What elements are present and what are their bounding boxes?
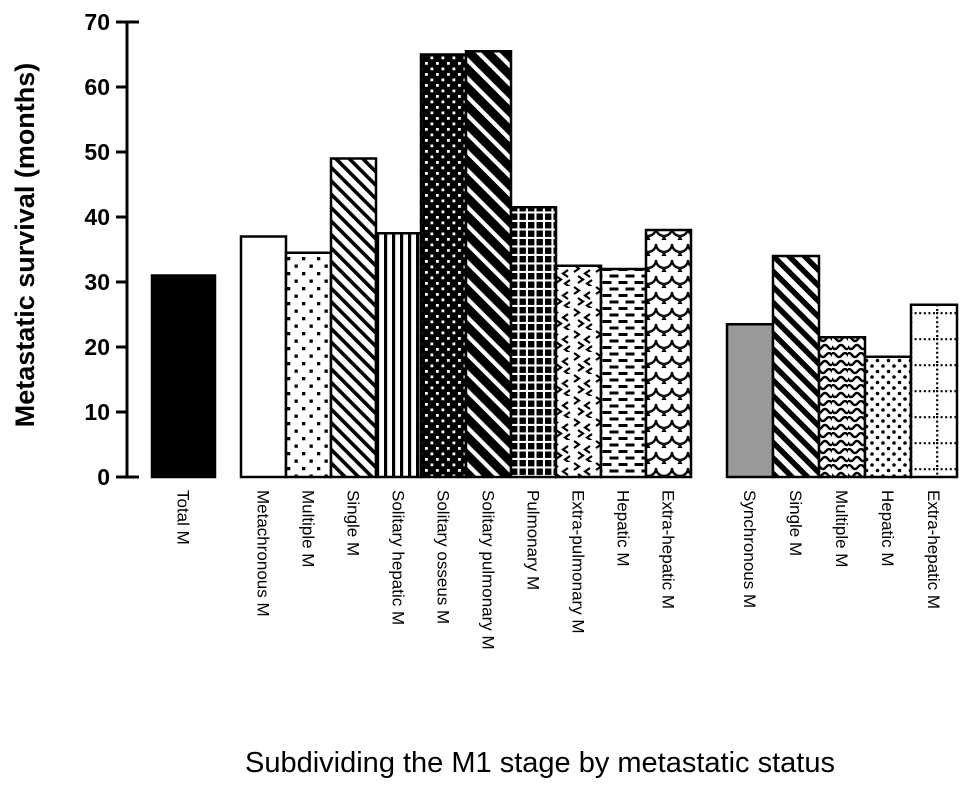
x-label-metachronous-subdivision-single-m: Single M — [344, 490, 363, 556]
x-label-metachronous-subdivision-hepatic-m: Hepatic M — [614, 490, 633, 567]
bar-metachronous-subdivision-multiple-m — [284, 251, 333, 479]
bar-metachronous-subdivision-extra-hepatic-m — [644, 228, 693, 479]
y-ticks-group: 0 10 20 30 40 50 60 70 — [84, 9, 127, 490]
y-tick-label-20: 20 — [84, 334, 110, 360]
y-tick-label-40: 40 — [84, 204, 110, 230]
x-label-synchronous-subdivision-multiple-m: Multiple M — [832, 490, 851, 567]
x-label-metachronous-subdivision-extra-hepatic-m: Extra-hepatic M — [659, 490, 678, 609]
bar-total-total-m — [150, 274, 217, 479]
y-tick-label-0: 0 — [97, 464, 110, 490]
y-tick-label-30: 30 — [84, 269, 110, 295]
y-tick-label-50: 50 — [84, 139, 110, 165]
x-label-metachronous-subdivision-solitary-osseus-m: Solitary osseus M — [434, 490, 453, 624]
bar-metachronous-subdivision-solitary-osseus-m — [419, 53, 468, 479]
x-label-synchronous-subdivision-extra-hepatic-m: Extra-hepatic M — [924, 490, 943, 609]
x-label-synchronous-subdivision-synchronous-m: Synchronous M — [740, 490, 759, 608]
x-label-metachronous-subdivision-extra-pulmonary-m: Extra-pulmonary M — [569, 490, 588, 634]
x-label-metachronous-subdivision-pulmonary-m: Pulmonary M — [524, 490, 543, 590]
bar-metachronous-subdivision-single-m — [329, 157, 378, 479]
x-label-metachronous-subdivision-multiple-m: Multiple M — [299, 490, 318, 567]
x-label-metachronous-subdivision-solitary-hepatic-m: Solitary hepatic M — [389, 490, 408, 625]
x-label-metachronous-subdivision-solitary-pulmonary-m: Solitary pulmonary M — [479, 490, 498, 650]
bar-synchronous-subdivision-extra-hepatic-m — [909, 303, 959, 479]
bars-group — [150, 50, 959, 479]
y-tick-label-70: 70 — [84, 9, 110, 35]
bar-metachronous-subdivision-solitary-hepatic-m — [374, 232, 423, 479]
x-label-synchronous-subdivision-single-m: Single M — [786, 490, 805, 556]
y-tick-label-60: 60 — [84, 74, 110, 100]
x-label-total-total-m: Total M — [174, 490, 193, 545]
y-axis-title: Metastatic survival (months) — [10, 63, 40, 428]
bar-metachronous-subdivision-hepatic-m — [599, 267, 648, 479]
x-label-metachronous-subdivision-metachronous-m: Metachronous M — [254, 490, 273, 617]
bar-synchronous-subdivision-hepatic-m — [863, 355, 913, 479]
bar-metachronous-subdivision-solitary-pulmonary-m — [464, 50, 513, 479]
bar-metachronous-subdivision-metachronous-m — [239, 235, 288, 479]
bar-synchronous-subdivision-multiple-m — [817, 336, 867, 479]
x-axis-title: Subdividing the M1 stage by metastatic s… — [245, 747, 835, 779]
y-tick-label-10: 10 — [84, 399, 110, 425]
x-labels-group: Total M Metachronous M Multiple M Single M S… — [174, 490, 944, 650]
bar-synchronous-subdivision-synchronous-m — [725, 323, 775, 479]
y-axis-line — [125, 20, 139, 479]
bar-synchronous-subdivision-single-m — [771, 254, 821, 479]
bar-metachronous-subdivision-extra-pulmonary-m — [554, 264, 603, 479]
bar-metachronous-subdivision-pulmonary-m — [509, 206, 558, 479]
x-label-synchronous-subdivision-hepatic-m: Hepatic M — [878, 490, 897, 567]
